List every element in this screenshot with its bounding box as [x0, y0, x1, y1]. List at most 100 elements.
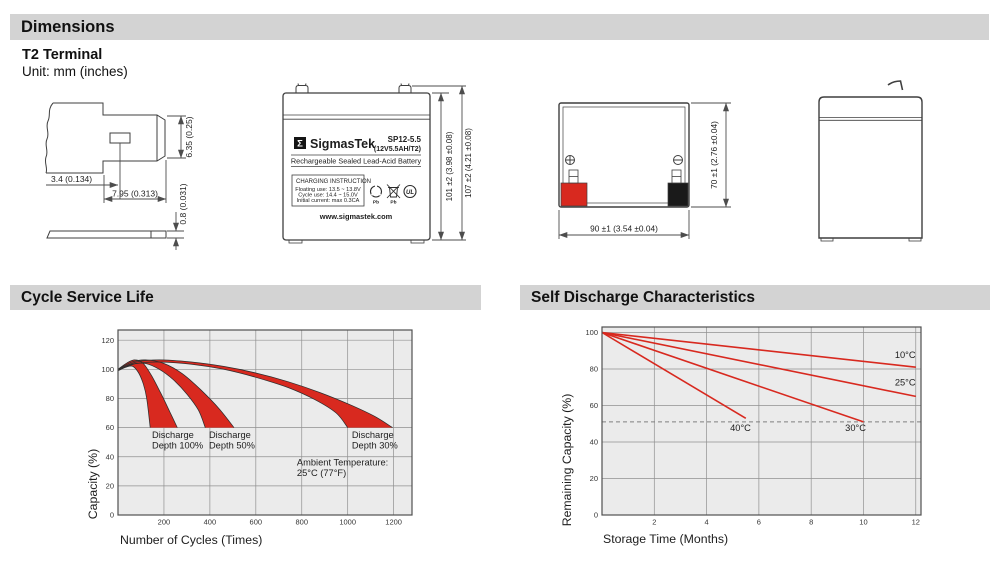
charging-instruction-box [291, 174, 365, 207]
brand-logo-icon [294, 137, 306, 149]
dim-label-width: 90 ±1 (3.54 ±0.04) [590, 224, 658, 234]
foot [820, 237, 834, 242]
foot [288, 239, 303, 244]
series-label: 10°C [895, 350, 916, 360]
y-tick-label: 120 [101, 336, 114, 345]
y-tick-label: 0 [594, 511, 598, 520]
terminal-tab-right [398, 83, 412, 93]
bin-pb-label: Pb [390, 200, 396, 206]
chart-annotation: Discharge Depth 50% [209, 430, 255, 451]
series-line [601, 331, 864, 423]
band-outline [117, 359, 235, 428]
cycle-title: Cycle Service Life [21, 288, 154, 306]
discharge-depth-band [118, 359, 234, 428]
negative-terminal [667, 182, 689, 207]
charging-line-3: Initial current: max 0.3CA [297, 198, 360, 204]
section-header-cycle-service-life: Cycle Service Life [10, 285, 481, 310]
y-tick-label: 20 [590, 474, 598, 483]
dim-label-tab-length: 7.95 (0.313) [112, 189, 158, 199]
band-outline [117, 362, 206, 428]
model-rating: (12V5.5AH/T2) [374, 146, 421, 153]
foot [908, 237, 922, 242]
chart-annotation: Discharge Depth 30% [352, 430, 398, 451]
x-tick-label: 1000 [339, 518, 356, 527]
y-tick-label: 60 [590, 401, 598, 410]
battery-side-view [818, 80, 923, 242]
y-tick-label: 0 [110, 511, 114, 520]
x-tick-label: 4 [705, 518, 709, 527]
chart-annotation: Discharge Depth 100% [152, 430, 203, 451]
x-axis-title: Storage Time (Months) [603, 532, 728, 546]
battery-terminal-view: 90 ±1 (3.54 ±0.04) 70 ±1 (2.76 ±0.04) [558, 102, 731, 239]
series-line [601, 331, 916, 398]
band-outline [117, 359, 178, 428]
y-tick-label: 80 [106, 394, 114, 403]
unit-note: Unit: mm (inches) [22, 64, 128, 79]
positive-terminal [560, 182, 588, 207]
x-tick-label: 800 [295, 518, 308, 527]
discharge-depth-band [118, 359, 393, 428]
section-header-dimensions: Dimensions [10, 14, 989, 40]
x-tick-label: 6 [757, 518, 761, 527]
self-discharge-chart: 2 4 6 8 10 12 0 20 40 60 80 100 10°C 25°C 30°C 40°C Rema… [560, 326, 922, 546]
y-tick-label: 60 [106, 423, 114, 432]
dimensions-title: Dimensions [21, 17, 115, 36]
series-label: 25°C [895, 377, 916, 387]
x-axis-title: Number of Cycles (Times) [120, 533, 262, 547]
dimension-drawings: 3.4 (0.134) 7.95 (0.313) 6.35 (0.25) 0.8… [44, 80, 923, 250]
dim-label-depth: 70 ±1 (2.76 ±0.04) [709, 121, 719, 189]
terminal-detail-drawing: 3.4 (0.134) 7.95 (0.313) 6.35 (0.25) 0.8… [44, 102, 194, 250]
section-header-self-discharge: Self Discharge Characteristics [520, 285, 990, 310]
dim-label-thickness: 0.8 (0.031) [178, 183, 188, 224]
website-url: www.sigmastek.com [319, 212, 393, 221]
x-tick-label: 10 [859, 518, 867, 527]
x-tick-label: 2 [652, 518, 656, 527]
terminal-side-strip [46, 230, 167, 239]
model-number: SP12-5.5 [388, 135, 422, 144]
y-tick-label: 80 [590, 365, 598, 374]
x-tick-label: 8 [809, 518, 813, 527]
plot-border [601, 326, 922, 516]
battery-front-view: Σ SigmasTek SP12-5.5 (12V5.5AH/T2) Recha… [282, 83, 473, 244]
case-inner [562, 106, 686, 204]
foot [410, 239, 425, 244]
y-tick-label: 100 [585, 328, 598, 337]
case-outer [558, 102, 690, 208]
band-outline [117, 359, 393, 428]
y-tick-label: 100 [101, 365, 114, 374]
series-line [601, 331, 916, 368]
minus-symbol [673, 155, 683, 165]
plot-border [117, 329, 413, 516]
x-tick-label: 12 [912, 518, 920, 527]
y-tick-label: 40 [590, 438, 598, 447]
pb-bin-crossed-icon: Pb [386, 184, 401, 206]
dim-label-tab-height: 6.35 (0.25) [184, 116, 194, 157]
battery-type-line: Rechargeable Sealed Lead-Acid Battery [291, 157, 422, 166]
dim-label-hole-offset: 3.4 (0.134) [51, 174, 92, 184]
plot-area [602, 327, 921, 515]
y-axis-title: Remaining Capacity (%) [560, 394, 574, 527]
y-tick-label: 20 [106, 481, 114, 490]
brand-logo-sigma: Σ [297, 139, 303, 150]
cycle-service-life-chart: 200 400 600 800 1000 1200 0 20 40 60 80 100 120 Disch… [86, 329, 413, 547]
side-case [818, 96, 923, 239]
x-tick-label: 400 [204, 518, 217, 527]
ul-mark-icon: UL [403, 184, 417, 199]
dim-label-total-height: 107 ±2 (4.21 ±0.08) [464, 128, 473, 198]
series-label: 40°C [730, 423, 751, 433]
x-tick-label: 600 [250, 518, 263, 527]
terminal-wire [887, 80, 904, 91]
series-label: 30°C [845, 423, 866, 433]
dim-label-case-height: 101 ±2 (3.98 ±0.08) [445, 131, 454, 201]
y-tick-label: 40 [106, 452, 114, 461]
terminal-tab-outline [46, 102, 166, 174]
plus-symbol [565, 155, 575, 165]
break-line [44, 102, 54, 174]
brand-name: SigmasTek [310, 137, 375, 151]
series-line [601, 331, 747, 419]
charging-line-2: Cycle use: 14.4 ~ 15.0V [298, 193, 358, 199]
terminal-hole [109, 132, 131, 144]
ul-mark-label: UL [406, 190, 414, 196]
charging-line-1: Floating use: 13.5 ~ 13.8V [295, 187, 361, 193]
